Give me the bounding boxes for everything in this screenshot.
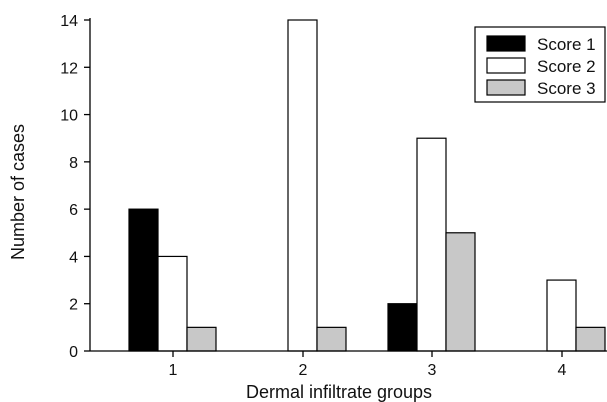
y-tick-label: 12 bbox=[60, 60, 78, 77]
bar-score-2-group-3 bbox=[416, 137, 447, 352]
bar-score-1-group-3 bbox=[387, 303, 418, 352]
y-tick-label: 14 bbox=[60, 13, 78, 30]
x-tick-label: 3 bbox=[428, 362, 437, 379]
y-tick-label: 10 bbox=[60, 108, 78, 125]
y-axis-title: Number of cases bbox=[8, 124, 28, 260]
x-tick-label: 4 bbox=[558, 362, 567, 379]
legend-swatch-score-1 bbox=[486, 35, 526, 52]
y-tick-label: 6 bbox=[69, 202, 78, 219]
y-tick-label: 8 bbox=[69, 155, 78, 172]
bar-score-3-group-4 bbox=[575, 326, 606, 352]
plot-area bbox=[128, 19, 606, 352]
legend: Score 1 Score 2 Score 3 bbox=[474, 26, 606, 103]
x-tick-label: 2 bbox=[299, 362, 308, 379]
legend-label-score-3: Score 3 bbox=[537, 79, 596, 98]
y-tick-label: 4 bbox=[69, 249, 78, 266]
bar-score-3-group-2 bbox=[316, 326, 347, 352]
y-tick-label: 2 bbox=[69, 297, 78, 314]
x-tick-label: 1 bbox=[169, 362, 178, 379]
bar-score-2-group-2 bbox=[287, 19, 318, 352]
x-axis-title: Dermal infiltrate groups bbox=[246, 382, 432, 402]
bar-score-1-group-1 bbox=[128, 208, 159, 352]
legend-label-score-2: Score 2 bbox=[537, 57, 596, 76]
legend-swatch-score-3 bbox=[486, 79, 526, 96]
legend-label-score-1: Score 1 bbox=[537, 35, 596, 54]
bar-score-3-group-1 bbox=[186, 326, 217, 352]
bar-score-2-group-1 bbox=[157, 255, 188, 352]
legend-swatch-score-2 bbox=[486, 57, 526, 74]
y-tick-label: 0 bbox=[69, 344, 78, 361]
bar-score-3-group-3 bbox=[445, 232, 476, 352]
bar-score-2-group-4 bbox=[546, 279, 577, 352]
